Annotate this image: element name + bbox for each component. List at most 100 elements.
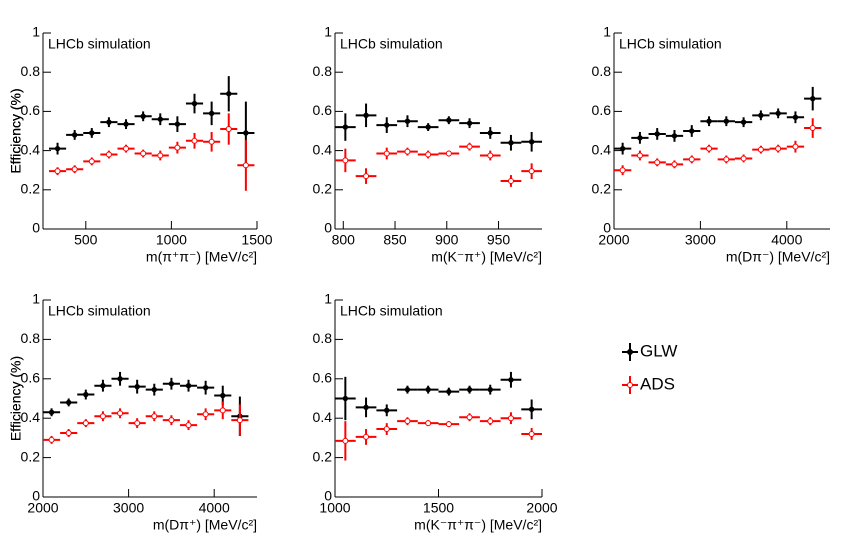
marker: [191, 100, 198, 107]
x-axis-label: m(π⁺π⁻) [MeV/c²]: [146, 249, 257, 265]
marker: [83, 391, 89, 398]
y-tick-label: 0.4: [592, 141, 612, 157]
y-tick-label: 0.2: [592, 181, 612, 197]
y-tick-label: 0.6: [592, 102, 612, 118]
marker: [487, 386, 493, 393]
marker: [140, 113, 146, 120]
marker: [342, 124, 349, 130]
y-tick-label: 0.4: [313, 141, 333, 157]
marker: [425, 420, 432, 427]
x-axis-label: m(K⁻π⁺π⁻) [MeV/c²]: [414, 517, 542, 533]
y-tick-label: 0.8: [21, 330, 41, 346]
marker: [528, 168, 535, 175]
marker: [619, 145, 626, 152]
marker: [363, 112, 369, 119]
y-tick-label: 0: [603, 220, 611, 236]
y-tick-label: 0.6: [313, 102, 333, 118]
x-tick-label: 4000: [199, 500, 230, 516]
marker: [654, 131, 660, 137]
y-tick-label: 0: [32, 488, 40, 504]
annotation: LHCb simulation: [340, 303, 443, 319]
marker: [740, 155, 747, 162]
x-tick-label: 4000: [771, 232, 802, 248]
marker: [48, 409, 55, 415]
marker: [487, 152, 494, 159]
marker: [466, 120, 473, 126]
marker: [117, 376, 123, 382]
marker: [723, 118, 730, 124]
marker: [82, 420, 89, 427]
marker: [226, 91, 232, 97]
marker: [528, 430, 535, 437]
y-tick-label: 0.6: [313, 370, 333, 386]
marker: [123, 145, 130, 152]
marker: [100, 382, 106, 389]
y-tick-label: 0.2: [313, 448, 333, 464]
marker: [185, 382, 192, 389]
annotation: LHCb simulation: [48, 303, 151, 319]
marker: [528, 139, 535, 145]
x-axis-label: m(Dπ⁺) [MeV/c²]: [153, 517, 257, 533]
marker: [740, 119, 747, 125]
marker: [65, 399, 72, 406]
legend-symbol: [627, 349, 633, 355]
marker: [174, 121, 181, 127]
marker: [528, 406, 535, 413]
x-tick-label: 800: [332, 232, 356, 248]
marker: [404, 418, 411, 425]
marker: [810, 95, 816, 102]
marker: [757, 146, 764, 153]
marker: [466, 386, 473, 393]
marker: [445, 421, 452, 428]
marker: [383, 150, 390, 157]
marker: [168, 381, 175, 387]
legend-symbol: [627, 382, 633, 388]
marker: [105, 151, 112, 158]
y-tick-label: 0.8: [592, 63, 612, 79]
x-tick-label: 1000: [319, 500, 350, 516]
marker: [688, 156, 695, 163]
y-tick-label: 0.8: [313, 330, 333, 346]
legend-label: GLW: [640, 341, 677, 360]
marker: [404, 118, 411, 124]
y-tick-label: 0.2: [313, 181, 333, 197]
x-tick-label: 3000: [113, 500, 144, 516]
y-tick-label: 0: [324, 488, 332, 504]
x-tick-label: 1500: [423, 500, 454, 516]
x-axis-label: m(K⁻π⁺) [MeV/c²]: [431, 249, 542, 265]
y-tick-label: 0.8: [21, 63, 41, 79]
marker: [445, 150, 452, 157]
marker: [383, 426, 390, 433]
marker: [157, 116, 163, 122]
x-tick-label: 950: [487, 232, 511, 248]
marker: [117, 410, 124, 417]
marker: [65, 429, 72, 436]
marker: [508, 377, 514, 383]
marker: [88, 158, 95, 165]
y-tick-label: 0.8: [313, 63, 333, 79]
y-tick-label: 0: [324, 220, 332, 236]
marker: [342, 395, 349, 402]
marker: [723, 156, 730, 163]
marker: [446, 388, 452, 395]
x-tick-label: 850: [383, 232, 407, 248]
marker: [775, 110, 781, 117]
marker: [106, 119, 112, 125]
annotation: LHCb simulation: [48, 36, 151, 52]
x-tick-label: 3000: [685, 232, 716, 248]
annotation: LHCb simulation: [340, 36, 443, 52]
marker: [363, 433, 370, 440]
y-tick-label: 0.6: [21, 370, 41, 386]
marker: [220, 392, 226, 399]
marker: [363, 173, 370, 180]
marker: [243, 130, 249, 136]
marker: [151, 413, 158, 420]
marker: [466, 414, 473, 421]
marker: [208, 110, 215, 117]
marker: [637, 135, 643, 141]
marker: [636, 152, 643, 159]
annotation: LHCb simulation: [619, 36, 722, 52]
marker: [619, 167, 626, 174]
marker: [775, 145, 782, 152]
y-tick-label: 0.4: [313, 409, 333, 425]
